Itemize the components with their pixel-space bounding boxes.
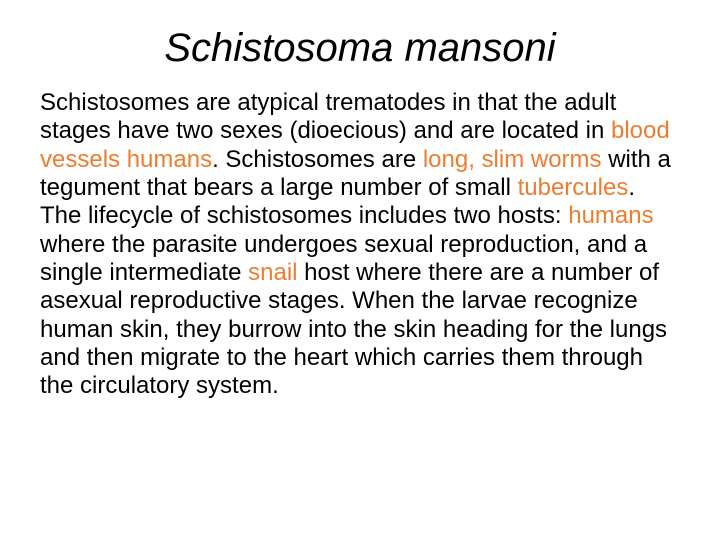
highlight-text: snail [248, 259, 297, 286]
highlight-text: humans [568, 202, 653, 229]
body-text-segment: . Schistosomes are [212, 146, 423, 173]
body-text-segment: Schistosomes are atypical trematodes in … [40, 89, 616, 144]
slide-body: Schistosomes are atypical trematodes in … [40, 89, 680, 400]
highlight-text: tubercules [518, 174, 629, 201]
slide: Schistosoma mansoni Schistosomes are aty… [0, 0, 720, 540]
slide-title: Schistosoma mansoni [40, 26, 680, 71]
highlight-text: long, slim worms [423, 146, 602, 173]
